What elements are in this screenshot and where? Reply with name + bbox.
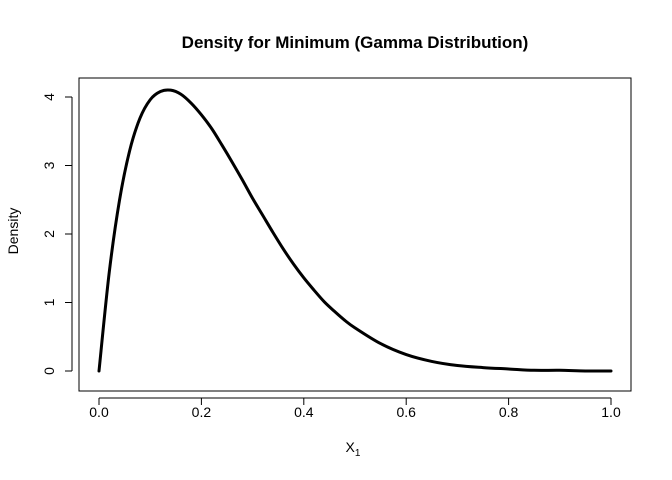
y-tick-label: 4 xyxy=(41,93,57,101)
y-tick-label: 3 xyxy=(41,161,57,169)
x-tick-label: 0.6 xyxy=(396,404,416,420)
x-tick-label: 1.0 xyxy=(601,404,621,420)
density-curve xyxy=(97,88,613,373)
y-axis: 0 1 2 3 4 xyxy=(41,93,73,375)
plot-frame xyxy=(78,77,632,392)
chart-title: Density for Minimum (Gamma Distribution) xyxy=(182,33,529,52)
y-tick-label: 1 xyxy=(41,298,57,306)
x-axis: 0.0 0.2 0.4 0.6 0.8 1.0 xyxy=(89,397,621,420)
x-tick-label: 0.8 xyxy=(499,404,519,420)
x-axis-label-subscript: 1 xyxy=(355,448,361,459)
y-axis-label: Density xyxy=(5,208,21,255)
x-tick-label: 0.4 xyxy=(294,404,314,420)
x-tick-label: 0.2 xyxy=(192,404,212,420)
x-axis-label-main: X xyxy=(346,439,356,455)
x-axis-label: X1 xyxy=(346,439,361,459)
x-tick-label: 0.0 xyxy=(89,404,109,420)
y-tick-label: 2 xyxy=(41,230,57,238)
y-tick-label: 0 xyxy=(41,367,57,375)
